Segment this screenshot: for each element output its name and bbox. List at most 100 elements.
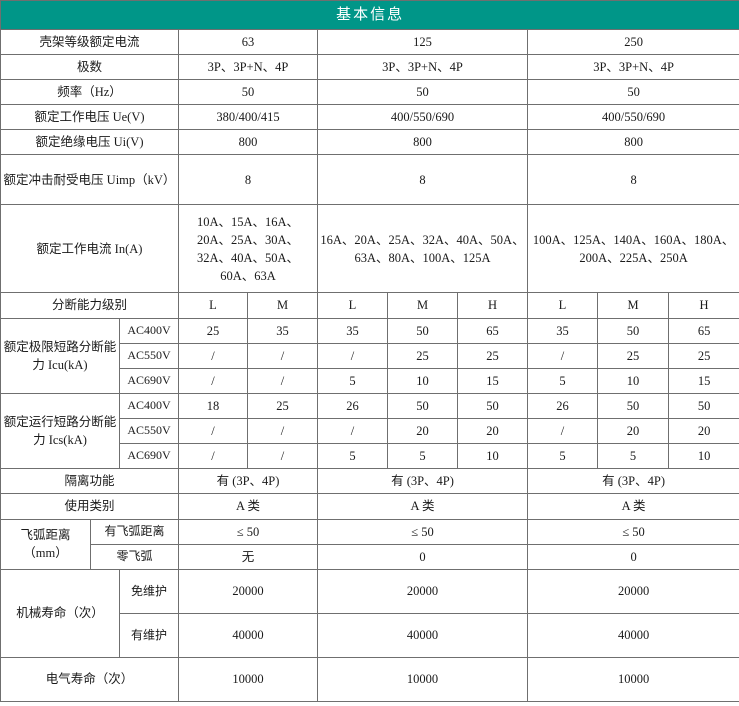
cell-icu-ac400-125-m: 50 — [387, 317, 458, 344]
cell-rated-current-250: 100A、125A、140A、160A、180A、200A、225A、250A — [526, 204, 739, 294]
row-label-ue: 额定工作电压 Ue(V) — [0, 104, 179, 131]
table-row-electrical-life: 电气寿命（次） 10000 10000 10000 — [0, 656, 739, 702]
row-label-electrical-life: 电气寿命（次） — [0, 656, 179, 702]
cell-usage-category-125: A 类 — [317, 493, 528, 520]
sub-label-arc-distance-with: 有飞弧距离 — [90, 518, 179, 545]
row-label-ui: 额定绝缘电压 Ui(V) — [0, 129, 179, 156]
cell-ics-ac690-125-m: 5 — [387, 443, 458, 470]
cell-breaking-class-250-m: M — [597, 292, 669, 319]
cell-icu-ac400-125-l: 35 — [317, 317, 388, 344]
cell-frequency-63: 50 — [178, 78, 318, 106]
cell-ui-125: 800 — [317, 129, 528, 156]
cell-ics-ac400-125-h: 50 — [457, 392, 528, 420]
cell-breaking-class-125-l: L — [317, 292, 388, 319]
cell-poles-250: 3P、3P+N、4P — [526, 53, 739, 81]
cell-ics-ac690-125-l: 5 — [317, 443, 388, 470]
cell-breaking-class-250-h: H — [667, 292, 739, 319]
cell-usage-category-63: A 类 — [178, 493, 318, 520]
cell-arc-distance-with-125: ≤ 50 — [317, 518, 528, 545]
sub-label-ics-ac550: AC550V — [119, 417, 179, 445]
cell-icu-ac400-250-m: 50 — [597, 317, 669, 344]
cell-electrical-life-250: 10000 — [526, 656, 739, 702]
cell-icu-ac690-125-l: 5 — [317, 367, 388, 394]
cell-ics-ac550-63-m: / — [247, 417, 318, 445]
cell-ics-ac690-250-h: 10 — [667, 443, 739, 470]
cell-ue-63: 380/400/415 — [178, 104, 318, 131]
sub-label-icu-ac690: AC690V — [119, 367, 179, 394]
cell-arc-distance-zero-250: 0 — [526, 543, 739, 570]
cell-icu-ac400-63-l: 25 — [178, 317, 248, 344]
row-label-rated-current: 额定工作电流 In(A) — [0, 204, 179, 294]
cell-frame-rating-250: 250 — [526, 28, 739, 55]
cell-ics-ac690-63-m: / — [247, 443, 318, 470]
row-label-ics: 额定运行短路分断能力 Ics(kA) — [0, 392, 120, 470]
cell-isolation-125: 有 (3P、4P) — [317, 468, 528, 495]
sub-label-icu-ac550: AC550V — [119, 342, 179, 369]
cell-uimp-63: 8 — [178, 154, 318, 206]
cell-icu-ac550-125-h: 25 — [457, 342, 528, 369]
row-label-arc-distance: 飞弧距离（mm） — [0, 518, 91, 570]
cell-icu-ac400-250-l: 35 — [527, 317, 598, 344]
page-title: 基本信息 — [0, 0, 739, 30]
cell-rated-current-63: 10A、15A、16A、20A、25A、30A、32A、40A、50A、60A、… — [178, 204, 318, 294]
cell-ics-ac400-125-l: 26 — [317, 392, 388, 420]
table-row-arc-distance-with: 飞弧距离（mm） 有飞弧距离 ≤ 50 ≤ 50 ≤ 50 — [0, 518, 739, 570]
cell-breaking-class-125-m: M — [387, 292, 458, 319]
cell-frequency-125: 50 — [317, 78, 528, 106]
cell-ui-63: 800 — [178, 129, 318, 156]
cell-ics-ac400-250-m: 50 — [597, 392, 669, 420]
row-label-uimp: 额定冲击耐受电压 Uimp（kV） — [0, 154, 179, 206]
cell-frequency-250: 50 — [526, 78, 739, 106]
cell-uimp-125: 8 — [317, 154, 528, 206]
cell-arc-distance-with-63: ≤ 50 — [178, 518, 318, 545]
cell-arc-distance-zero-63: 无 — [178, 543, 318, 570]
row-label-icu: 额定极限短路分断能力 Icu(kA) — [0, 317, 120, 394]
cell-ics-ac400-250-h: 50 — [667, 392, 739, 420]
sub-label-mechanical-life-maintained: 有维护 — [119, 612, 179, 658]
cell-ics-ac550-250-l: / — [527, 417, 598, 445]
cell-ics-ac690-63-l: / — [178, 443, 248, 470]
cell-poles-125: 3P、3P+N、4P — [317, 53, 528, 81]
cell-breaking-class-63-m: M — [247, 292, 318, 319]
cell-ics-ac690-250-l: 5 — [527, 443, 598, 470]
cell-frame-rating-125: 125 — [317, 28, 528, 55]
cell-icu-ac550-125-m: 25 — [387, 342, 458, 369]
cell-icu-ac550-63-m: / — [247, 342, 318, 369]
cell-ics-ac550-250-h: 20 — [667, 417, 739, 445]
sub-label-arc-distance-zero: 零飞弧 — [90, 543, 179, 570]
row-label-poles: 极数 — [0, 53, 179, 81]
table-row-frequency: 频率（Hz） 50 50 50 — [0, 78, 739, 106]
table-row-rated-current: 额定工作电流 In(A) 10A、15A、16A、20A、25A、30A、32A… — [0, 204, 739, 294]
cell-icu-ac690-63-l: / — [178, 367, 248, 394]
cell-breaking-class-63-l: L — [178, 292, 248, 319]
cell-mechanical-life-maintained-63: 40000 — [178, 612, 318, 658]
row-label-breaking-class: 分断能力级别 — [0, 292, 179, 319]
cell-mechanical-life-maintained-250: 40000 — [526, 612, 739, 658]
cell-icu-ac400-63-m: 35 — [247, 317, 318, 344]
table-row-frame-rating: 壳架等级额定电流 63 125 250 — [0, 28, 739, 55]
cell-ics-ac550-125-l: / — [317, 417, 388, 445]
cell-icu-ac550-63-l: / — [178, 342, 248, 369]
cell-mechanical-life-maintained-125: 40000 — [317, 612, 528, 658]
cell-icu-ac690-250-m: 10 — [597, 367, 669, 394]
table-row-usage-category: 使用类别 A 类 A 类 A 类 — [0, 493, 739, 520]
row-label-frequency: 频率（Hz） — [0, 78, 179, 106]
cell-electrical-life-63: 10000 — [178, 656, 318, 702]
table-row-uimp: 额定冲击耐受电压 Uimp（kV） 8 8 8 — [0, 154, 739, 206]
cell-electrical-life-125: 10000 — [317, 656, 528, 702]
cell-icu-ac400-125-h: 65 — [457, 317, 528, 344]
sub-label-ics-ac690: AC690V — [119, 443, 179, 470]
cell-ics-ac400-63-m: 25 — [247, 392, 318, 420]
cell-icu-ac550-250-l: / — [527, 342, 598, 369]
cell-uimp-250: 8 — [526, 154, 739, 206]
cell-arc-distance-zero-125: 0 — [317, 543, 528, 570]
cell-breaking-class-250-l: L — [527, 292, 598, 319]
cell-icu-ac690-250-l: 5 — [527, 367, 598, 394]
cell-icu-ac550-250-m: 25 — [597, 342, 669, 369]
table-row-ics-ac400: 额定运行短路分断能力 Ics(kA) AC400V 18 25 26 50 50… — [0, 392, 739, 470]
cell-ue-125: 400/550/690 — [317, 104, 528, 131]
cell-icu-ac690-63-m: / — [247, 367, 318, 394]
cell-ui-250: 800 — [526, 129, 739, 156]
cell-ue-250: 400/550/690 — [526, 104, 739, 131]
